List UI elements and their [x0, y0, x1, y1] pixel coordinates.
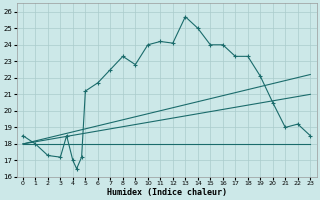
X-axis label: Humidex (Indice chaleur): Humidex (Indice chaleur) — [107, 188, 227, 197]
